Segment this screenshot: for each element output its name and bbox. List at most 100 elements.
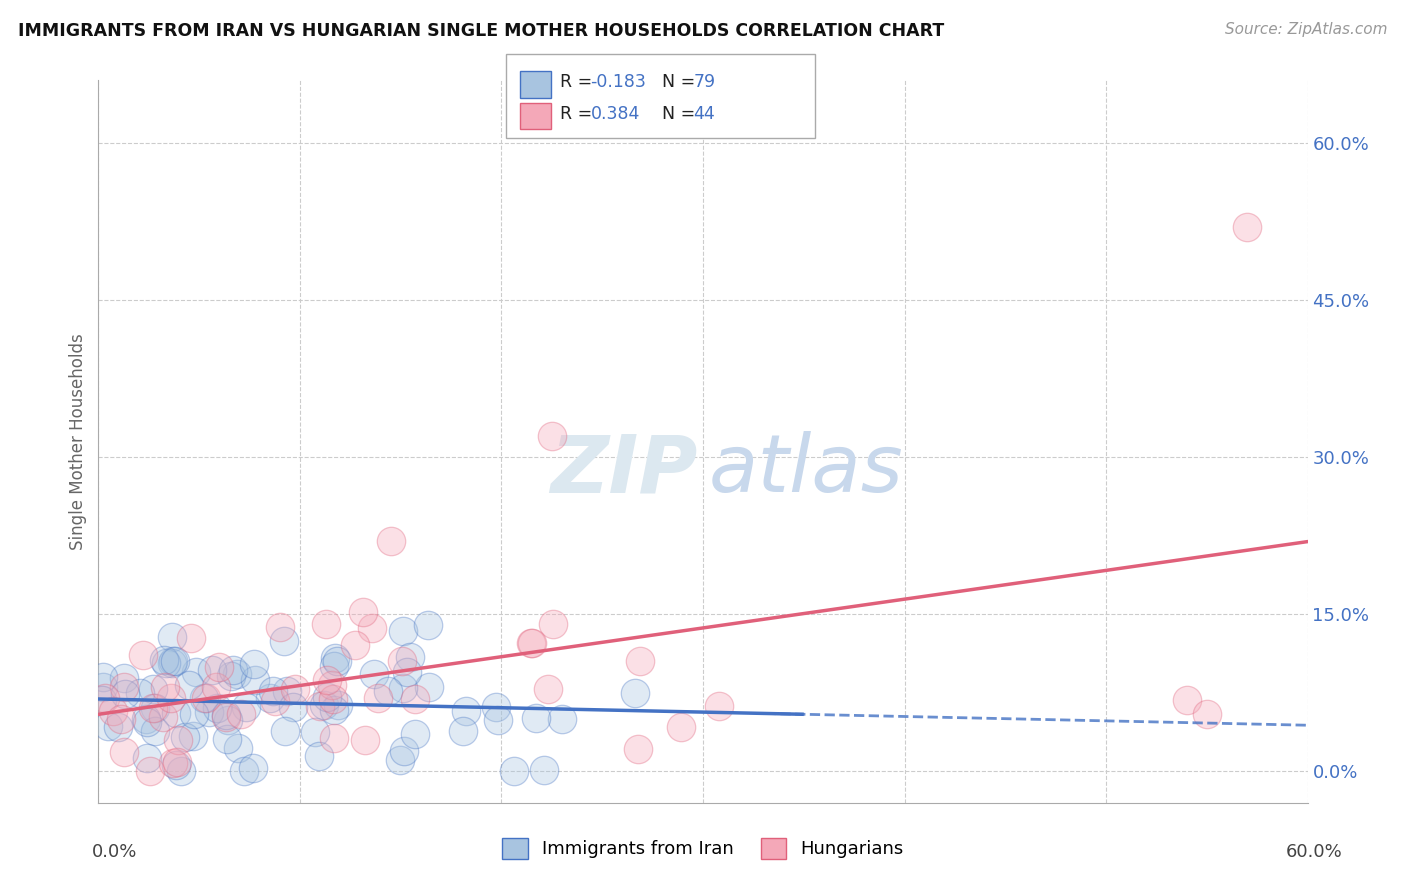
Point (135, 751, 157, 765)
Point (264, 694, 287, 708)
Point (215, 732, 238, 747)
Text: 44: 44 (693, 105, 714, 123)
Point (325, 654, 347, 668)
Point (524, 711, 547, 725)
Point (162, 654, 184, 668)
Point (485, 700, 508, 714)
Point (245, 673, 267, 688)
Point (179, 678, 201, 692)
Point (322, 691, 344, 706)
Point (392, 681, 415, 696)
Point (152, 653, 174, 667)
Point (304, 724, 326, 739)
Point (90, 692, 112, 706)
Point (391, 624, 413, 638)
Point (404, 727, 426, 741)
Point (103, 705, 125, 719)
Point (354, 732, 377, 747)
Text: ZIP: ZIP (550, 432, 697, 509)
Point (323, 658, 346, 673)
Point (198, 705, 221, 719)
Point (669, 720, 692, 734)
Point (233, 764, 256, 779)
Point (170, 764, 193, 779)
Point (343, 639, 366, 653)
Point (208, 660, 231, 674)
Point (165, 706, 187, 720)
Point (207, 701, 229, 715)
Point (165, 757, 187, 772)
Point (388, 753, 411, 767)
Point (503, 764, 526, 779)
Point (205, 680, 228, 694)
Y-axis label: Single Mother Households: Single Mother Households (69, 334, 87, 549)
Point (180, 631, 202, 645)
Point (1175, 693, 1198, 707)
Point (221, 663, 243, 677)
Point (284, 682, 307, 697)
Point (363, 667, 385, 681)
Point (367, 691, 389, 706)
Point (142, 682, 165, 697)
Point (160, 690, 183, 705)
Point (1195, 706, 1218, 721)
Point (323, 703, 346, 717)
Point (309, 698, 332, 713)
Text: 0.0%: 0.0% (91, 843, 136, 861)
Text: Source: ZipAtlas.com: Source: ZipAtlas.com (1225, 22, 1388, 37)
Point (533, 763, 555, 777)
Text: N =: N = (662, 105, 702, 123)
Point (262, 684, 284, 698)
Point (281, 700, 304, 714)
Point (215, 708, 238, 723)
Point (316, 690, 339, 705)
Point (541, 617, 564, 632)
Point (551, 712, 574, 726)
Point (186, 665, 208, 680)
Point (404, 691, 426, 706)
Point (94, 691, 117, 706)
Point (624, 685, 647, 699)
Point (91, 670, 114, 684)
Point (215, 710, 238, 724)
Point (709, 698, 731, 713)
Point (112, 745, 135, 759)
Point (91, 680, 114, 694)
Point (173, 730, 195, 744)
Point (112, 672, 135, 686)
Point (391, 654, 413, 668)
Text: N =: N = (662, 73, 702, 91)
Point (219, 669, 242, 683)
Point (114, 680, 136, 694)
Point (195, 691, 218, 706)
Point (323, 650, 346, 665)
Point (138, 764, 160, 779)
Point (162, 630, 184, 644)
Point (377, 683, 399, 698)
Point (143, 701, 166, 715)
Text: R =: R = (560, 105, 598, 123)
Point (316, 673, 339, 687)
Point (380, 534, 402, 549)
Point (416, 617, 439, 632)
Point (398, 650, 420, 665)
Point (143, 724, 166, 739)
Point (135, 713, 157, 727)
Point (627, 742, 650, 756)
Point (136, 714, 159, 729)
Point (269, 620, 291, 634)
Point (273, 634, 295, 648)
Text: R =: R = (560, 73, 598, 91)
Point (132, 648, 155, 662)
Point (308, 748, 330, 763)
Point (166, 755, 188, 769)
Point (451, 724, 474, 739)
Point (520, 636, 543, 650)
Point (314, 698, 336, 712)
Text: atlas: atlas (709, 432, 904, 509)
Text: -0.183: -0.183 (591, 73, 647, 91)
Point (97, 719, 120, 733)
Point (352, 605, 374, 619)
Point (323, 731, 346, 746)
Point (162, 756, 184, 770)
